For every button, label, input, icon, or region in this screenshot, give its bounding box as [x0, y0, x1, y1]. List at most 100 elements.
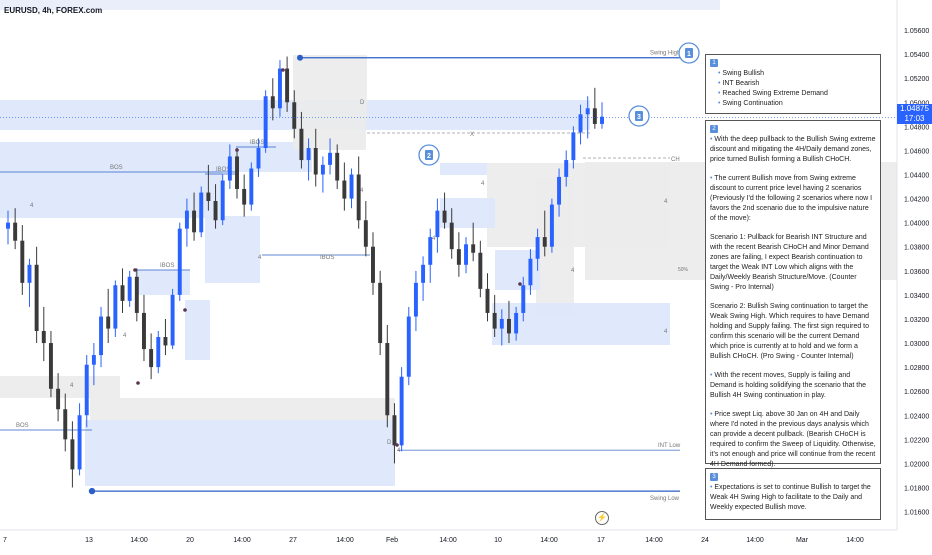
- time-tick-label: 7: [3, 537, 7, 544]
- candle-body: [285, 68, 290, 103]
- candle-body: [385, 343, 390, 416]
- symbol-header: EURUSD, 4h, FOREX.com: [4, 6, 103, 15]
- candle-body: [20, 240, 25, 283]
- candle-body: [578, 114, 583, 133]
- swing-high-label: Swing High: [650, 51, 680, 57]
- price-tick-label: 1.01800: [904, 485, 929, 492]
- candle-body: [48, 343, 53, 389]
- price-tick-label: 1.02000: [904, 461, 929, 468]
- time-tick-label: 10: [494, 537, 502, 544]
- candle-body: [199, 192, 204, 233]
- zone-7: [293, 55, 366, 150]
- zone-four-label: 4: [360, 188, 364, 194]
- d-label: D: [387, 440, 392, 446]
- note-item: Reached Swing Extreme Demand: [718, 89, 876, 99]
- price-tick-label: 1.02800: [904, 365, 929, 372]
- zone-3: [0, 376, 120, 398]
- swing-point-dot: [133, 268, 137, 272]
- candle-body: [557, 176, 562, 205]
- zone-10: [205, 216, 260, 283]
- candle-body: [170, 294, 175, 346]
- note-box-2[interactable]: 2 With the deep pullback to the Bullish …: [705, 120, 881, 468]
- candle-body: [356, 174, 361, 221]
- fifty-label: 50%: [678, 267, 689, 273]
- candle-body: [521, 285, 526, 313]
- candle-body: [134, 276, 139, 313]
- price-tick-label: 1.04600: [904, 148, 929, 155]
- candle-body: [399, 376, 404, 446]
- marker-label: 1: [687, 51, 691, 58]
- candle-body: [600, 116, 604, 124]
- note-paragraph: The current Bullish move from Swing extr…: [710, 174, 876, 224]
- candle-body: [371, 246, 375, 283]
- note-paragraph: Scenario 1: Pullback for Bearish INT Str…: [710, 234, 869, 291]
- bos-label: IBOS: [160, 263, 174, 269]
- choch-label: CH: [671, 157, 680, 163]
- zone-2: [0, 172, 222, 218]
- bos-label: IBOS: [250, 140, 264, 146]
- candle-body: [406, 316, 411, 377]
- candle-body: [320, 164, 325, 175]
- candle-body: [142, 312, 146, 350]
- note-paragraph: With the deep pullback to the Bullish Sw…: [710, 135, 876, 165]
- swing-point-dot: [518, 282, 522, 286]
- note-paragraph: Price swept Liq. above 30 Jan on 4H and …: [710, 410, 876, 470]
- zone-four-label: 4: [481, 181, 485, 187]
- candle-body: [206, 192, 211, 201]
- candle-body: [6, 222, 10, 229]
- zone-16: [440, 198, 495, 228]
- time-tick-label: Feb: [386, 537, 398, 544]
- time-tick-label: 14:00: [233, 537, 251, 544]
- price-tick-label: 1.03800: [904, 245, 929, 252]
- marker-badge: [425, 150, 433, 160]
- zone-four-label: 4: [258, 255, 262, 261]
- time-tick-label: 13: [85, 537, 93, 544]
- zone-four-label: 4: [432, 236, 436, 242]
- candle-body: [227, 156, 232, 181]
- time-tick-label: 27: [289, 537, 297, 544]
- note-box-3[interactable]: 3 Expectations is set to continue Bullis…: [705, 468, 881, 520]
- current-price-tag: 1.04875 17:03: [897, 104, 932, 124]
- candle-body: [177, 228, 182, 295]
- swing-point-dot: [136, 381, 140, 385]
- swing-point-dot: [235, 148, 239, 152]
- candle-body: [449, 222, 454, 250]
- candle-body: [464, 244, 468, 265]
- candle-body: [485, 288, 490, 313]
- price-tick-label: 1.02200: [904, 437, 929, 444]
- candle-body: [528, 258, 533, 286]
- zone-9: [135, 270, 190, 295]
- note-badge-2: 2: [710, 125, 718, 133]
- price-tick-label: 1.05000: [904, 100, 929, 107]
- flash-icon[interactable]: ⚡: [595, 511, 609, 525]
- candle-body: [535, 237, 540, 259]
- price-tick-label: 1.05200: [904, 76, 929, 83]
- candle-body: [585, 108, 590, 115]
- note-item: Swing Bullish: [718, 69, 876, 79]
- candle-body: [13, 222, 18, 241]
- candle-body: [499, 318, 504, 329]
- zone-four-label: 4: [70, 383, 74, 389]
- time-tick-label: 14:00: [336, 537, 354, 544]
- swing-point-dot: [183, 308, 187, 312]
- time-tick-label: 17: [597, 537, 605, 544]
- candle-body: [220, 180, 225, 221]
- price-tick-label: 1.04800: [904, 124, 929, 131]
- candle-body: [34, 264, 39, 331]
- price-tick-label: 1.02400: [904, 413, 929, 420]
- note-badge-1: 1: [710, 59, 718, 67]
- candle-body: [328, 152, 333, 165]
- candle-body: [292, 102, 297, 129]
- bos-label: IBOS: [216, 167, 230, 173]
- time-tick-label: 14:00: [846, 537, 864, 544]
- time-tick-label: 24: [701, 537, 709, 544]
- candle-body: [492, 312, 497, 329]
- candle-body: [120, 285, 125, 301]
- time-tick-label: Mar: [796, 537, 809, 544]
- swing-point-dot: [281, 68, 285, 72]
- note-box-1[interactable]: 1 Swing Bullish INT Bearish Reached Swin…: [705, 54, 881, 114]
- candle-body: [91, 355, 96, 365]
- candle-body: [84, 364, 89, 416]
- candle-body: [63, 409, 68, 440]
- price-tick-label: 1.03200: [904, 317, 929, 324]
